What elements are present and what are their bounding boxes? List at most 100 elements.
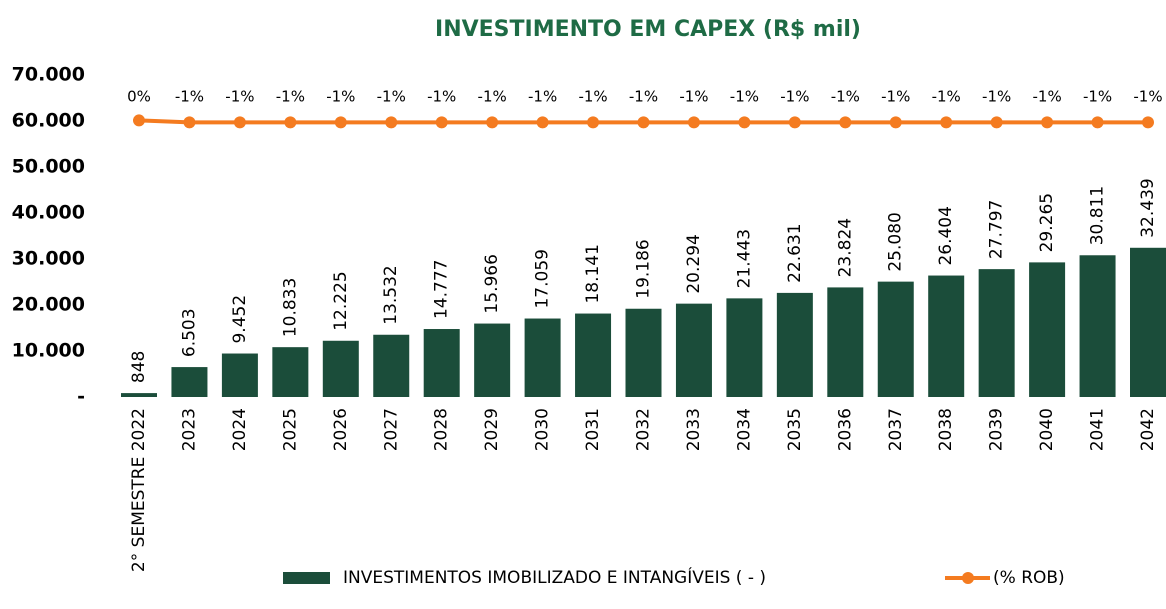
line-marker xyxy=(940,116,953,129)
x-tick-label: 2042 xyxy=(1138,408,1158,451)
legend-marker xyxy=(962,572,974,584)
data-label: 29.265 xyxy=(1037,193,1057,252)
line-marker xyxy=(587,116,600,129)
legend-label: INVESTIMENTOS IMOBILIZADO E INTANGÍVEIS … xyxy=(343,566,766,588)
line-marker xyxy=(435,116,448,129)
data-label: 27.797 xyxy=(987,200,1007,259)
bar xyxy=(978,269,1015,397)
x-tick-label: 2034 xyxy=(734,408,754,451)
y-tick-label: - xyxy=(77,386,85,408)
bar xyxy=(423,329,460,397)
bar xyxy=(1130,247,1166,397)
line-marker xyxy=(284,116,297,129)
data-label: 14.777 xyxy=(432,260,452,319)
data-label: -1% xyxy=(881,88,910,106)
bar xyxy=(726,298,763,397)
bar xyxy=(575,313,612,397)
bar xyxy=(776,292,813,397)
data-label: 15.966 xyxy=(482,254,502,313)
y-tick-label: 30.000 xyxy=(12,248,85,270)
bar xyxy=(373,334,410,397)
x-tick-label: 2032 xyxy=(634,408,654,451)
y-tick-label: 60.000 xyxy=(12,110,85,132)
line-marker xyxy=(637,116,650,129)
line-marker xyxy=(687,116,700,129)
data-label: 23.824 xyxy=(835,218,855,277)
data-label: 13.532 xyxy=(381,265,401,324)
data-label: -1% xyxy=(780,88,809,106)
bar xyxy=(625,308,662,397)
bar xyxy=(1079,255,1116,397)
data-label: 25.080 xyxy=(886,212,906,271)
x-tick-label: 2023 xyxy=(179,408,199,451)
line-marker xyxy=(839,116,852,129)
line-marker xyxy=(183,116,196,129)
data-label: -1% xyxy=(1133,88,1162,106)
x-tick-label: 2025 xyxy=(280,408,300,451)
x-tick-label: 2036 xyxy=(835,408,855,451)
data-label: -1% xyxy=(1032,88,1061,106)
line-marker xyxy=(788,116,801,129)
line-marker xyxy=(1041,116,1054,129)
line-marker xyxy=(889,116,902,129)
line-marker xyxy=(385,116,398,129)
legend-swatch xyxy=(283,572,330,584)
data-label: 21.443 xyxy=(734,229,754,288)
bar xyxy=(121,393,157,397)
line-marker xyxy=(334,116,347,129)
x-tick-label: 2031 xyxy=(583,408,603,451)
data-label: 30.811 xyxy=(1088,186,1108,245)
bar xyxy=(928,275,965,397)
y-tick-label: 10.000 xyxy=(12,340,85,362)
x-tick-label: 2038 xyxy=(936,408,956,451)
y-tick-label: 70.000 xyxy=(12,64,85,86)
data-label: -1% xyxy=(932,88,961,106)
data-label: 19.186 xyxy=(634,239,654,298)
data-label: -1% xyxy=(478,88,507,106)
chart-title: INVESTIMENTO EM CAPEX (R$ mil) xyxy=(435,17,861,42)
data-label: 26.404 xyxy=(936,206,956,265)
data-label: -1% xyxy=(326,88,355,106)
bar xyxy=(1029,262,1066,397)
data-label: -1% xyxy=(629,88,658,106)
bar xyxy=(272,347,309,397)
data-label: -1% xyxy=(982,88,1011,106)
data-label: -1% xyxy=(377,88,406,106)
x-tick-label: 2041 xyxy=(1088,408,1108,451)
data-label: -1% xyxy=(578,88,607,106)
bar xyxy=(827,287,864,397)
data-label: -1% xyxy=(831,88,860,106)
x-tick-label: 2039 xyxy=(987,408,1007,451)
data-label: 32.439 xyxy=(1138,178,1158,237)
y-tick-label: 40.000 xyxy=(12,202,85,224)
y-tick-label: 50.000 xyxy=(12,156,85,178)
data-label: -1% xyxy=(1083,88,1112,106)
x-tick-label: 2028 xyxy=(432,408,452,451)
line-marker xyxy=(1142,116,1154,129)
line-marker xyxy=(133,114,145,127)
bar xyxy=(322,340,359,397)
bar xyxy=(171,367,208,397)
line-marker xyxy=(536,116,549,129)
x-tick-label: 2° SEMESTRE 2022 xyxy=(129,408,149,572)
line-marker xyxy=(233,116,246,129)
line-marker xyxy=(738,116,751,129)
data-label: -1% xyxy=(427,88,456,106)
data-label: 22.631 xyxy=(785,223,805,282)
bar xyxy=(877,281,914,397)
x-tick-label: 2027 xyxy=(381,408,401,451)
line-marker xyxy=(1091,116,1104,129)
data-label: 17.059 xyxy=(533,249,553,308)
data-label: -1% xyxy=(730,88,759,106)
bar xyxy=(524,318,561,397)
data-label: 10.833 xyxy=(280,278,300,337)
line-marker xyxy=(486,116,499,129)
legend-label: (% ROB) xyxy=(993,568,1065,588)
x-tick-label: 2033 xyxy=(684,408,704,451)
bar xyxy=(474,323,511,397)
data-label: 20.294 xyxy=(684,234,704,293)
data-label: 12.225 xyxy=(331,271,351,330)
data-label: 0% xyxy=(127,88,151,106)
